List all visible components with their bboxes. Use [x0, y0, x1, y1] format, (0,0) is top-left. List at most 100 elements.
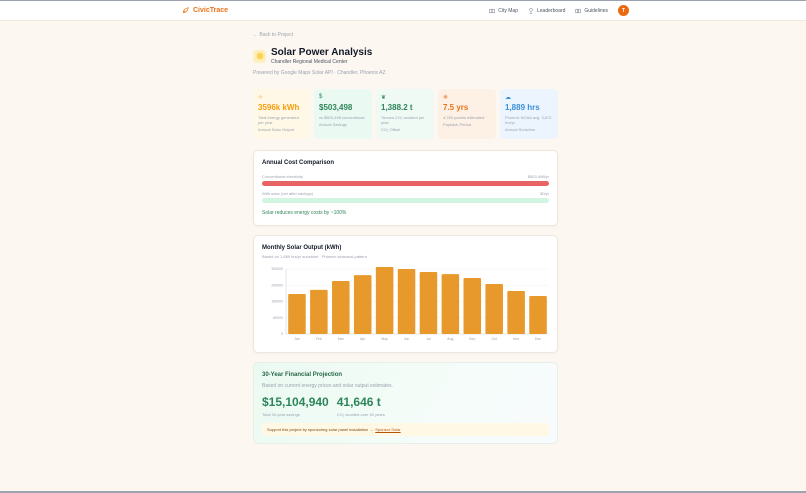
- card-title: Annual Cost Comparison: [262, 160, 335, 166]
- y-tick-label: 160000: [271, 300, 283, 304]
- leaf-icon: [183, 7, 189, 13]
- top-navbar: CivicTrace City Map Leaderboard Guidelin…: [0, 1, 806, 21]
- bar-aug[interactable]: [441, 274, 460, 334]
- stat-card-co2-offset: ❦ 1,388.2 t Tonnes CO₂ avoided per year …: [376, 89, 434, 139]
- brand-logo[interactable]: CivicTrace: [182, 7, 228, 14]
- page-subtitle: Chandler Regional Medical Center: [271, 59, 348, 65]
- x-tick-label: Jun: [404, 337, 410, 341]
- savings-label: Total 30-year savings: [262, 412, 300, 417]
- financial-projection-card: 30-Year Financial Projection Based on cu…: [253, 362, 558, 444]
- solar-row: With solar (net after savings) $0/yr: [262, 191, 549, 196]
- conventional-row: Conventional electricity $503,498/yr: [262, 174, 549, 179]
- chart-subtitle: Based on 1,889 hrs/yr sunshine · Phoenix…: [262, 254, 367, 259]
- bar-jun[interactable]: [397, 269, 416, 334]
- y-tick-label: 240000: [271, 283, 283, 287]
- projection-values: $15,104,940 Total 30-year savings 41,646…: [262, 395, 549, 417]
- sun-icon: [253, 49, 266, 63]
- conventional-bar: [262, 181, 549, 186]
- monthly-output-bar-chart: 0 80000 160000 240000 320000 Jan Feb Mar Apr May J…: [271, 266, 549, 341]
- main-content: ← Back to Project Solar Power Analysis C…: [253, 21, 558, 444]
- monthly-output-chart-card: Monthly Solar Output (kWh) Based on 1,88…: [253, 235, 558, 353]
- stats-row: ✧ 3596k kWh Total energy generated per y…: [253, 89, 558, 139]
- x-tick-label: Aug: [447, 337, 453, 341]
- nav-links: City Map Leaderboard Guidelines T: [489, 5, 629, 16]
- stat-desc: Total energy generated per year: [258, 115, 299, 125]
- stat-desc: Phoenix NOAA avg: 3,872 hrs/yr: [505, 115, 552, 125]
- cost-reduction-note: Solar reduces energy costs by ~100%: [262, 210, 347, 216]
- nav-city-map[interactable]: City Map: [489, 8, 518, 14]
- stat-card-solar-output: ✧ 3596k kWh Total energy generated per y…: [253, 89, 310, 139]
- stat-card-payback-period: ✺ 7.5 yrs 4,760 panels estimated Payback…: [438, 89, 496, 139]
- x-tick-label: Nov: [513, 337, 519, 341]
- x-tick-label: Jan: [294, 337, 300, 341]
- y-tick-label: 0: [281, 332, 283, 336]
- stat-value: 1,889 hrs: [505, 103, 540, 112]
- stat-label: Annual Savings: [319, 122, 347, 127]
- user-avatar[interactable]: T: [618, 5, 629, 16]
- bar-may[interactable]: [375, 266, 394, 334]
- sponsor-text: Support this project by sponsoring solar…: [267, 427, 374, 432]
- brand-name: CivicTrace: [193, 7, 229, 14]
- co2-label: CO₂ avoided over 30 years: [336, 412, 385, 417]
- sun-icon: ✧: [258, 95, 264, 101]
- x-tick-label: Oct: [491, 337, 496, 341]
- stat-card-annual-sunshine: ☁ 1,889 hrs Phoenix NOAA avg: 3,872 hrs/…: [500, 89, 558, 139]
- page-header: Solar Power Analysis Chandler Regional M…: [253, 47, 558, 65]
- co2-block: 41,646 t CO₂ avoided over 30 years: [337, 395, 385, 417]
- stat-label: Payback Period: [443, 122, 472, 127]
- stat-label: Annual Solar Output: [258, 127, 295, 132]
- dollar-icon: $: [319, 94, 323, 100]
- x-tick-label: Mar: [338, 337, 345, 341]
- bar-oct[interactable]: [485, 284, 503, 334]
- stat-value: 1,388.2 t: [381, 103, 413, 112]
- x-tick-label: Sep: [469, 337, 475, 341]
- back-to-project-link[interactable]: ← Back to Project: [253, 32, 294, 38]
- bar-jan[interactable]: [288, 293, 306, 334]
- panel-icon: ✺: [443, 95, 449, 101]
- stat-desc: vs $503,498 conventional: [319, 115, 365, 120]
- x-tick-label: May: [381, 337, 388, 341]
- solar-label: With solar (net after savings): [262, 191, 313, 196]
- solar-bar: [262, 198, 549, 203]
- book-icon: [575, 8, 581, 13]
- stat-label: Annual Sunshine: [505, 127, 536, 132]
- bar-apr[interactable]: [353, 275, 372, 334]
- conventional-label: Conventional electricity: [262, 174, 304, 179]
- bar-mar[interactable]: [332, 280, 350, 334]
- leaf-icon: ❦: [381, 95, 387, 101]
- stat-value: 7.5 yrs: [443, 103, 469, 112]
- stat-desc: Tonnes CO₂ avoided per year: [381, 115, 425, 125]
- solar-value: $0/yr: [540, 191, 549, 196]
- x-tick-label: Dec: [535, 337, 541, 341]
- annual-cost-comparison-card: Annual Cost Comparison Conventional elec…: [253, 150, 558, 226]
- trophy-icon: [529, 7, 533, 14]
- x-tick-label: Apr: [360, 337, 366, 341]
- nav-guidelines[interactable]: Guidelines: [575, 8, 608, 14]
- card-title: Monthly Solar Output (kWh): [262, 245, 342, 251]
- bar-sep[interactable]: [463, 277, 482, 334]
- cloud-icon: ☁: [505, 95, 511, 101]
- y-tick-label: 320000: [271, 267, 283, 271]
- bar-dec[interactable]: [529, 296, 547, 334]
- nav-guidelines-label: Guidelines: [584, 7, 608, 14]
- sponsor-solar-link[interactable]: Sponsor Solar: [375, 427, 401, 432]
- card-title: 30-Year Financial Projection: [262, 372, 343, 378]
- savings-value: $15,104,940: [262, 395, 329, 409]
- co2-value: 41,646 t: [336, 395, 381, 409]
- savings-block: $15,104,940 Total 30-year savings: [262, 395, 329, 417]
- stat-label: CO₂ Offset: [381, 127, 401, 132]
- bar-nov[interactable]: [507, 290, 525, 334]
- map-icon: [489, 8, 495, 13]
- powered-by-text: Powered by Google Maps Solar API · Chand…: [253, 70, 386, 76]
- stat-desc: 4,760 panels estimated: [443, 115, 485, 120]
- stat-card-annual-savings: $ $503,498 vs $503,498 conventional Annu…: [314, 89, 372, 139]
- stat-value: $503,498: [319, 103, 353, 112]
- stat-value: 3596k kWh: [258, 103, 300, 112]
- bar-feb[interactable]: [310, 289, 328, 334]
- nav-leaderboard-label: Leaderboard: [537, 7, 566, 14]
- y-tick-label: 80000: [273, 316, 283, 320]
- nav-leaderboard[interactable]: Leaderboard: [528, 8, 565, 14]
- x-tick-label: Feb: [316, 337, 322, 341]
- bar-jul[interactable]: [419, 272, 438, 334]
- sponsor-banner: Support this project by sponsoring solar…: [262, 423, 549, 436]
